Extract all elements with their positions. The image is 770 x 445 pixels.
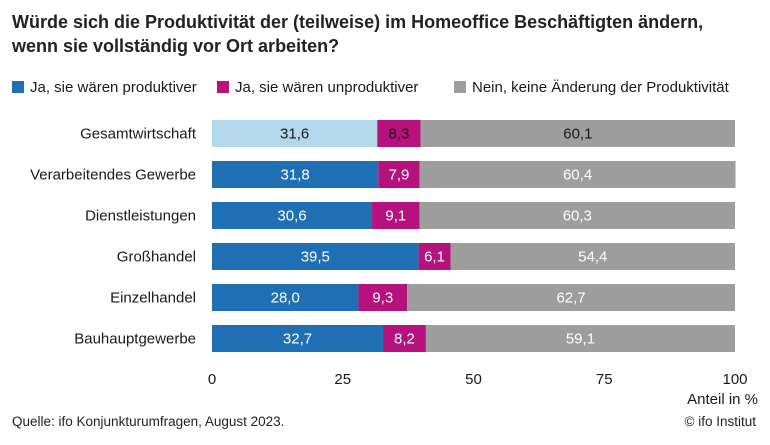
bar-no-change [419, 202, 735, 229]
bar-no-change [425, 325, 735, 352]
data-label-unproductive: 8,3 [389, 126, 410, 143]
bar-unproductive [358, 284, 408, 311]
copyright-credit: © ifo Institut [684, 414, 756, 429]
bar-no-change [407, 284, 735, 311]
data-label-productive: 31,8 [281, 167, 310, 184]
legend-swatch-no-change [454, 81, 466, 93]
legend-label-no-change: Nein, keine Änderung der Produktivität [472, 79, 729, 96]
chart-title-line-1: Würde sich die Produktivität der (teilwe… [12, 12, 704, 32]
bar-unproductive [372, 202, 420, 229]
legend-swatch-productive [12, 81, 24, 93]
bar-productive [212, 325, 384, 352]
bar-productive [212, 161, 379, 188]
data-label-productive: 39,5 [301, 249, 330, 266]
category-label: Bauhauptgewerbe [74, 331, 196, 348]
data-label-no-change: 59,1 [566, 331, 595, 348]
bar-unproductive [378, 161, 420, 188]
data-label-productive: 31,6 [280, 126, 309, 143]
data-label-productive: 28,0 [271, 290, 300, 307]
category-label: Verarbeitendes Gewerbe [30, 167, 196, 184]
chart-legend: Ja, sie wären produktiver Ja, sie wären … [12, 78, 762, 98]
bar-no-change [419, 161, 736, 188]
x-tick-label: 25 [334, 371, 351, 388]
x-tick-label: 50 [465, 371, 482, 388]
category-label: Gesamtwirtschaft [80, 126, 197, 143]
data-label-productive: 32,7 [283, 331, 312, 348]
bar-productive [212, 202, 373, 229]
bar-no-change [450, 243, 735, 270]
bar-productive [212, 243, 419, 270]
x-axis-label: Anteil in % [687, 391, 758, 408]
data-label-unproductive: 7,9 [389, 167, 410, 184]
source-note: Quelle: ifo Konjunkturumfragen, August 2… [12, 414, 285, 429]
legend-label-productive: Ja, sie wären produktiver [30, 79, 197, 96]
data-label-unproductive: 6,1 [424, 249, 445, 266]
chart-title: Würde sich die Produktivität der (teilwe… [12, 10, 762, 58]
data-label-unproductive: 8,2 [394, 331, 415, 348]
data-label-no-change: 60,1 [563, 126, 592, 143]
data-label-no-change: 54,4 [578, 249, 607, 266]
data-label-no-change: 60,4 [563, 167, 592, 184]
bar-unproductive [377, 120, 421, 147]
category-label: Einzelhandel [110, 290, 196, 307]
data-label-no-change: 60,3 [563, 208, 592, 225]
legend-label-unproductive: Ja, sie wären unproduktiver [235, 79, 419, 96]
legend-item-unproductive: Ja, sie wären unproduktiver [217, 78, 418, 98]
bar-productive [212, 284, 359, 311]
legend-item-productive: Ja, sie wären produktiver [12, 78, 197, 98]
data-label-no-change: 62,7 [556, 290, 585, 307]
x-tick-label: 100 [722, 371, 747, 388]
x-tick-label: 75 [596, 371, 613, 388]
legend-item-no-change: Nein, keine Änderung der Produktivität [454, 78, 729, 98]
x-tick-label: 0 [208, 371, 216, 388]
category-label: Großhandel [117, 249, 196, 266]
bar-no-change [420, 120, 735, 147]
bar-productive [212, 120, 378, 147]
bar-unproductive [383, 325, 426, 352]
data-label-productive: 30,6 [277, 208, 306, 225]
data-label-unproductive: 9,1 [385, 208, 406, 225]
data-label-unproductive: 9,3 [372, 290, 393, 307]
chart-title-line-2: wenn sie vollständig vor Ort arbeiten? [12, 36, 340, 56]
legend-swatch-unproductive [217, 81, 229, 93]
category-label: Dienstleistungen [85, 208, 196, 225]
bar-unproductive [418, 243, 451, 270]
